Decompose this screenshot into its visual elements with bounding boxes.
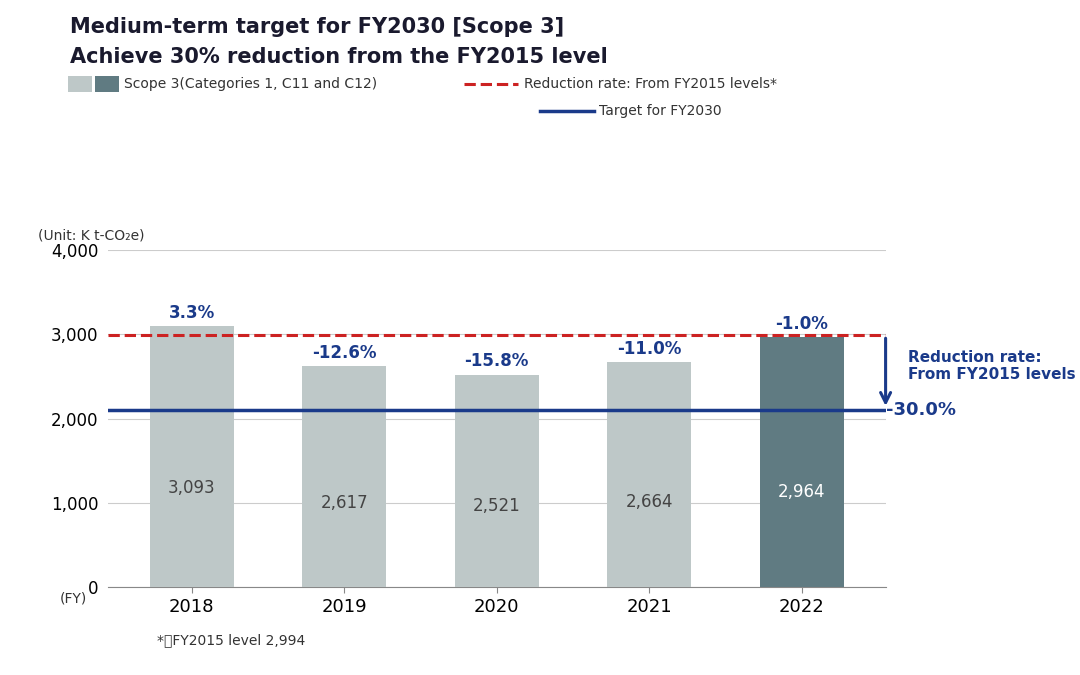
Text: Medium-term target for FY2030 [Scope 3]: Medium-term target for FY2030 [Scope 3] bbox=[70, 17, 565, 37]
Text: (FY): (FY) bbox=[59, 591, 86, 605]
Bar bbox=[302, 367, 387, 587]
Text: 3,093: 3,093 bbox=[168, 479, 216, 497]
Text: Reduction rate: From FY2015 levels*: Reduction rate: From FY2015 levels* bbox=[524, 78, 777, 91]
Text: -1.0%: -1.0% bbox=[775, 315, 828, 333]
Text: 2,617: 2,617 bbox=[321, 494, 368, 512]
Text: -15.8%: -15.8% bbox=[464, 352, 529, 370]
Text: 2,964: 2,964 bbox=[778, 483, 825, 502]
Text: -12.6%: -12.6% bbox=[312, 344, 377, 362]
Text: Achieve 30% reduction from the FY2015 level: Achieve 30% reduction from the FY2015 le… bbox=[70, 47, 608, 68]
Text: -30.0%: -30.0% bbox=[886, 402, 956, 419]
Text: -11.0%: -11.0% bbox=[617, 340, 681, 358]
Text: Reduction rate:
From FY2015 levels: Reduction rate: From FY2015 levels bbox=[908, 350, 1076, 382]
Bar bbox=[455, 375, 539, 587]
Bar bbox=[607, 362, 691, 587]
Text: 2,664: 2,664 bbox=[625, 493, 673, 511]
Text: *：FY2015 level 2,994: *：FY2015 level 2,994 bbox=[157, 634, 305, 647]
Text: 3.3%: 3.3% bbox=[168, 304, 215, 322]
Text: Scope 3(Categories 1, C11 and C12): Scope 3(Categories 1, C11 and C12) bbox=[124, 78, 377, 91]
Text: 2,521: 2,521 bbox=[473, 497, 521, 516]
Bar bbox=[760, 338, 843, 587]
Text: Target for FY2030: Target for FY2030 bbox=[599, 105, 723, 118]
Text: (Unit: K t-CO₂e): (Unit: K t-CO₂e) bbox=[38, 229, 145, 242]
Bar bbox=[150, 326, 233, 587]
